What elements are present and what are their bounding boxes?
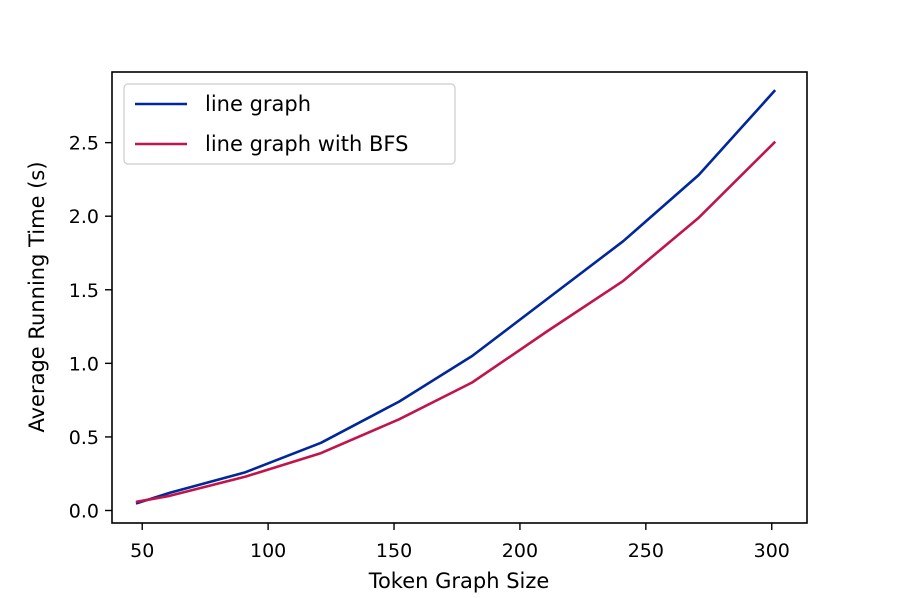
x-axis-ticks: 50 100 150 200 250 300	[130, 523, 790, 562]
x-tick-label: 300	[754, 540, 790, 562]
y-tick-label: 1.5	[69, 280, 99, 302]
series-line-line-graph-with-bfs	[135, 140, 777, 504]
x-tick-label: 100	[250, 540, 286, 562]
y-tick-label: 0.5	[69, 427, 99, 449]
axes-layer	[111, 71, 808, 524]
x-axis-label: Token Graph Size	[368, 569, 550, 593]
y-axis-ticks: 0.0 0.5 1.0 1.5 2.0 2.5	[69, 133, 112, 522]
x-tick-label: 50	[130, 540, 154, 562]
x-tick-label: 150	[376, 540, 412, 562]
legend: line graph line graph with BFS	[123, 83, 456, 165]
legend-label-line-graph-with-bfs: line graph with BFS	[205, 132, 408, 156]
legend-label-line-graph: line graph	[205, 92, 311, 116]
series-layer	[135, 89, 777, 505]
y-axis-label: Average Running Time (s)	[25, 161, 49, 432]
series-line-line-graph	[135, 89, 777, 505]
y-tick-label: 1.0	[69, 353, 99, 375]
y-tick-label: 0.0	[69, 500, 99, 522]
y-tick-label: 2.5	[69, 133, 99, 155]
y-tick-label: 2.0	[69, 206, 99, 228]
x-tick-label: 200	[502, 540, 538, 562]
legend-frame	[123, 83, 456, 165]
plot-area-frame	[111, 71, 808, 524]
x-tick-label: 250	[628, 540, 664, 562]
